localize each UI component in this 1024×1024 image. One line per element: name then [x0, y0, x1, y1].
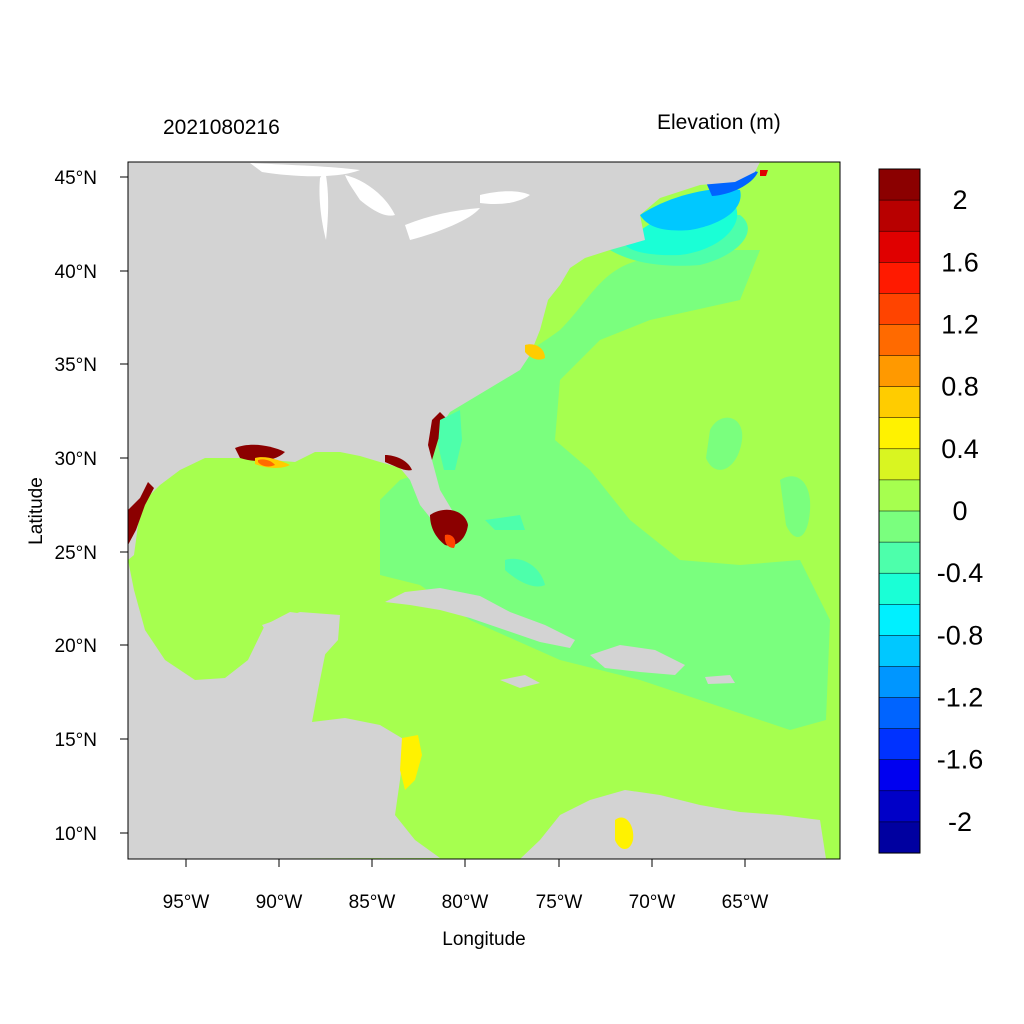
colorbar-swatch [878, 697, 921, 730]
colorbar-label: 0.4 [941, 434, 979, 464]
x-tick-label: 75°W [536, 892, 583, 913]
y-tick-label: 10°N [55, 824, 97, 845]
land-hispaniola [590, 645, 685, 675]
colorbar-swatch [878, 510, 921, 543]
colorbar-swatch [878, 386, 921, 419]
lake-michigan [319, 170, 329, 240]
colorbar-swatch [878, 572, 921, 605]
map-panel [128, 162, 840, 859]
colorbar-swatch [878, 168, 921, 201]
colorbar-label: -0.4 [937, 558, 984, 588]
colorbar-swatch [878, 790, 921, 823]
run-timestamp-title: 2021080216 [163, 116, 280, 139]
colorbar-labels: 2 1.6 1.2 0.8 0.4 0 -0.4 -0.8 -1.2 -1.6 -2 [937, 185, 984, 837]
lake-ontario [480, 191, 530, 205]
colorbar-label: -0.8 [937, 620, 984, 650]
colorbar-label: 1.2 [941, 310, 979, 340]
x-tick-label: 70°W [629, 892, 676, 913]
colorbar-label: 0.8 [941, 372, 979, 402]
colorbar-label: 1.6 [941, 247, 979, 277]
colorbar-label: 2 [952, 185, 967, 215]
land-north-america [128, 162, 760, 560]
colorbar-swatch [878, 479, 921, 512]
colorbar-swatch [878, 541, 921, 574]
colorbar-label: 0 [952, 496, 967, 526]
lake-huron [345, 175, 395, 216]
y-tick-label: 35°N [55, 355, 97, 376]
y-tick-label: 15°N [55, 730, 97, 751]
colorbar-swatch [878, 417, 921, 450]
lake-superior [250, 163, 360, 177]
y-tick-label: 25°N [55, 543, 97, 564]
negative-anomaly-bahamas [505, 558, 545, 587]
negative-anomaly-gulf-of-maine-inner [640, 188, 741, 231]
variable-title: Elevation (m) [657, 111, 781, 134]
surge-south-florida [430, 509, 468, 546]
land-puerto-rico [705, 675, 735, 684]
y-axis: 45°N 40°N 35°N 30°N 25°N 20°N 15°N 10°N … [26, 168, 128, 845]
colorbar-swatch [878, 293, 921, 325]
surge-louisiana-delta-core [258, 459, 275, 467]
colorbar-label: -1.6 [937, 745, 984, 775]
x-tick-label: 65°W [722, 892, 769, 913]
surge-big-bend [385, 455, 412, 471]
y-tick-label: 45°N [55, 168, 97, 189]
land-mexico-central-america [128, 560, 440, 859]
x-axis-label: Longitude [442, 929, 525, 950]
land-jamaica [500, 675, 540, 688]
land-south-america [520, 790, 826, 859]
land-yucatan [262, 612, 340, 660]
surge-nova-scotia [760, 170, 768, 176]
colorbar-swatch [878, 448, 921, 481]
negative-anomaly-patch [780, 476, 811, 537]
x-tick-label: 85°W [349, 892, 396, 913]
colorbar-swatch [878, 821, 921, 854]
colorbar-swatch [878, 666, 921, 699]
colorbar-swatch [878, 635, 921, 667]
map-frame [127, 161, 841, 860]
surge-texas-coast [128, 482, 154, 545]
x-tick-label: 95°W [163, 892, 210, 913]
surge-nicaragua-coast [400, 735, 422, 790]
lake-erie [405, 208, 480, 240]
surge-louisiana-coast [235, 444, 285, 461]
colorbar-swatch [878, 604, 921, 636]
surge-florida-keys [444, 534, 456, 548]
y-axis-label: Latitude [26, 477, 47, 545]
y-tick-label: 40°N [55, 262, 97, 283]
surge-lake-maracaibo [615, 817, 634, 849]
negative-anomaly-florida-shelf [438, 410, 462, 470]
colorbar-swatch [878, 324, 921, 357]
colorbar-swatch [878, 759, 921, 792]
y-tick-label: 30°N [55, 449, 97, 470]
x-axis: 95°W 90°W 85°W 80°W 75°W 70°W 65°W Longi… [163, 859, 769, 950]
colorbar-swatch [878, 262, 921, 294]
negative-anomaly-patch [706, 417, 743, 470]
colorbar-swatch [878, 355, 921, 388]
land-cuba [385, 588, 575, 648]
x-tick-label: 90°W [256, 892, 303, 913]
x-tick-label: 80°W [442, 892, 489, 913]
colorbar-label: -1.2 [937, 683, 984, 713]
colorbar [878, 168, 921, 854]
y-tick-label: 20°N [55, 636, 97, 657]
colorbar-swatch [878, 230, 921, 263]
colorbar-label: -2 [948, 807, 972, 837]
colorbar-swatch [878, 199, 921, 232]
surge-pamlico-sound [525, 344, 545, 360]
colorbar-swatch [878, 728, 921, 761]
negative-anomaly-bahamas [485, 515, 525, 530]
colorbar-outline [878, 168, 921, 854]
